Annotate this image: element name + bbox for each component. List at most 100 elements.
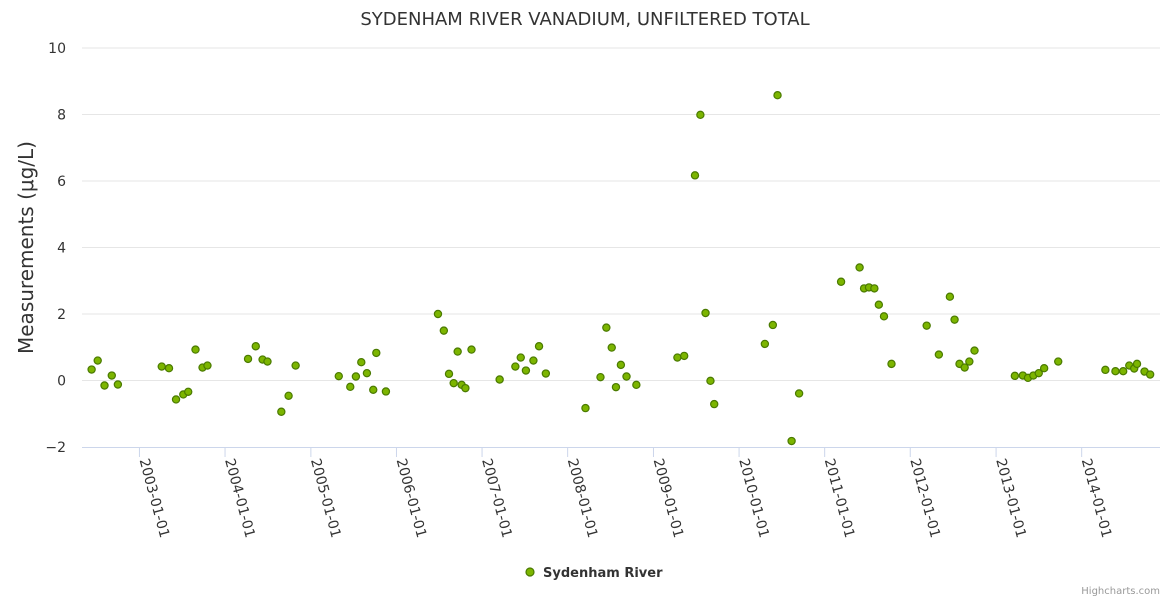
data-point[interactable] [334,371,343,381]
data-point[interactable] [616,360,626,370]
data-point[interactable] [1132,359,1142,369]
data-point[interactable] [1118,366,1128,376]
data-point[interactable] [357,358,366,367]
y-tick-label: 10 [48,41,66,57]
data-point[interactable] [922,321,931,330]
y-tick-label: −2 [45,440,66,456]
data-point[interactable] [369,385,378,395]
data-point[interactable] [710,399,719,409]
data-point[interactable] [511,362,520,371]
data-point[interactable] [87,365,96,374]
data-point[interactable] [887,359,896,369]
data-point[interactable] [950,315,959,324]
data-point[interactable] [191,345,200,354]
data-point[interactable] [107,371,116,380]
data-point[interactable] [351,372,361,381]
data-point[interactable] [1145,370,1155,379]
legend[interactable]: Sydenham River [525,566,663,581]
data-point[interactable] [381,387,391,396]
data-point[interactable] [93,356,102,365]
data-point[interactable] [1034,368,1043,378]
data-point[interactable] [673,353,682,362]
data-point[interactable] [794,389,804,398]
data-point[interactable] [433,309,443,319]
y-axis-label: Measurements (μg/L) [14,141,38,354]
data-point[interactable] [372,348,381,358]
data-point[interactable] [521,366,531,375]
data-point[interactable] [836,277,846,286]
data-point[interactable] [787,436,796,446]
data-point[interactable] [439,326,449,335]
data-point[interactable] [534,342,544,351]
data-point[interactable] [1054,357,1063,366]
data-point[interactable] [965,357,974,366]
data-point[interactable] [346,382,355,392]
data-point[interactable] [157,362,166,371]
y-tick-label: 2 [57,307,66,323]
data-point[interactable] [768,320,778,330]
data-point[interactable] [251,342,260,351]
data-point[interactable] [362,368,372,378]
data-point[interactable] [696,110,705,120]
data-point[interactable] [263,357,272,366]
data-point[interactable] [581,403,590,413]
data-point[interactable] [760,339,770,349]
data-point[interactable] [495,375,504,384]
data-point[interactable] [960,363,969,372]
data-point[interactable] [706,376,715,386]
data-point[interactable] [596,372,605,382]
data-point[interactable] [100,381,109,390]
y-axis-ticks: −2 0 2 4 6 8 10 [45,41,66,456]
data-point[interactable] [461,383,470,393]
data-point[interactable] [622,372,631,381]
data-point[interactable] [855,263,864,272]
data-point[interactable] [679,351,689,361]
legend-marker-icon[interactable] [525,567,535,577]
data-point[interactable] [541,369,551,378]
data-point[interactable] [529,356,538,365]
data-point[interactable] [277,407,286,416]
data-point[interactable] [602,323,611,332]
data-point[interactable] [467,345,476,354]
data-point[interactable] [1010,371,1020,381]
data-point[interactable] [1111,366,1120,376]
data-points[interactable] [87,91,1155,446]
data-point[interactable] [879,312,889,321]
data-point[interactable] [1039,363,1049,373]
data-point[interactable] [171,395,181,404]
data-point[interactable] [449,378,458,388]
data-point[interactable] [1101,365,1110,375]
y-tick-label: 4 [57,241,66,257]
data-point[interactable] [945,292,955,301]
data-point[interactable] [284,391,293,400]
data-point[interactable] [113,380,123,389]
data-point[interactable] [701,308,710,318]
data-point[interactable] [164,363,174,373]
data-point[interactable] [184,387,193,397]
data-point[interactable] [690,171,700,180]
data-point[interactable] [874,300,884,309]
chart-title: SYDENHAM RIVER VANADIUM, UNFILTERED TOTA… [360,9,809,30]
data-point[interactable] [611,382,621,392]
data-point[interactable] [291,361,300,370]
credits-link[interactable]: Highcharts.com [1081,586,1160,597]
data-point[interactable] [773,91,782,100]
data-point[interactable] [870,284,879,293]
gridlines [82,47,1160,381]
data-point[interactable] [607,343,616,352]
y-tick-label: 0 [57,374,66,390]
data-point[interactable] [632,380,641,390]
y-tick-label: 6 [57,174,66,190]
data-point[interactable] [444,369,454,379]
data-point[interactable] [453,347,462,356]
y-tick-label: 8 [57,108,66,124]
data-point[interactable] [516,353,525,362]
data-point[interactable] [243,354,253,364]
legend-item-sydenham-river[interactable]: Sydenham River [543,566,663,581]
data-point[interactable] [934,350,944,359]
data-point[interactable] [970,346,979,355]
data-point[interactable] [203,361,212,370]
